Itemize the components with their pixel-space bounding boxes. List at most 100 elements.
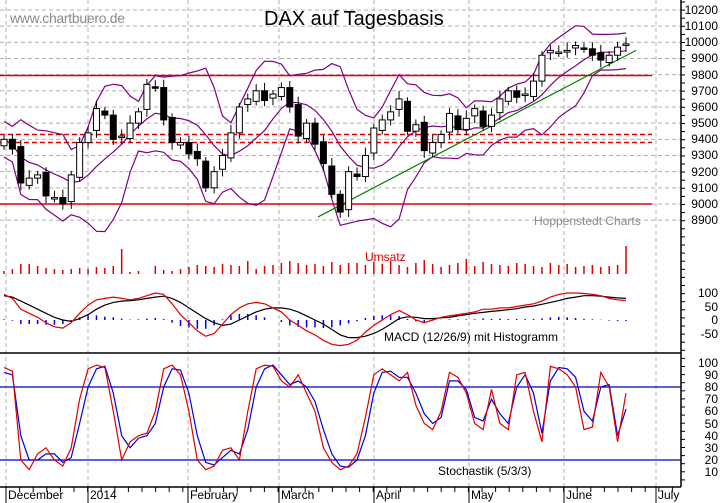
stochastic-tick-label: 40 [704,428,718,443]
bollinger-middle [3,50,627,183]
candle-body [277,87,285,97]
candle-body [496,98,504,114]
candle-body [488,114,496,127]
stochastic-tick-label: 10 [704,465,718,480]
candle-body [42,171,50,197]
candle-body [92,108,100,131]
month-label: February [190,488,239,502]
candle-body [420,121,428,152]
candle-body [168,116,176,144]
candle-body [378,119,386,131]
candle-body [160,87,168,121]
macd-line [3,292,627,347]
candle-body [328,165,336,195]
candle-body [454,115,462,131]
macd-tick-label: 100 [697,286,718,300]
candle-body [395,98,403,110]
bollinger-upper [3,25,627,151]
candle-body [126,122,134,140]
candle-body [588,48,596,56]
candle-body [479,110,487,127]
bollinger-lower [3,68,627,233]
candle-body [0,138,8,147]
candle-body [403,100,411,132]
candle-body [252,90,260,102]
price-tick-label: 9000 [691,197,718,211]
month-label: May [471,488,494,502]
stochastic-k-line [3,364,627,471]
price-tick-label: 9700 [691,83,718,98]
candle-body [294,104,302,137]
stochastic-tick-label: 20 [704,453,718,467]
candle-body [227,132,235,159]
candle-body [303,122,311,140]
volume-label: Umsatz [365,250,406,264]
candle-body [580,47,588,50]
price-tick-label: 9200 [691,164,718,179]
watermark: www.chartbuero.de [10,10,125,26]
price-tick-label: 9500 [691,116,718,131]
candle-body [17,146,25,184]
candle-body [261,90,269,102]
stochastic-tick-label: 30 [704,440,718,455]
candle-body [210,171,218,189]
candle-body [513,90,521,98]
candle-body [235,106,243,134]
candle-body [59,197,67,205]
candle-body [286,87,294,108]
candle-body [538,54,546,82]
candle-body [546,49,554,54]
candle-body [412,124,420,132]
month-label: 2014 [90,488,117,502]
price-tick-label: 8900 [691,213,718,228]
candle-body [151,86,159,89]
candle-body [34,174,42,179]
trendline [317,49,637,218]
candle-body [521,93,529,97]
candle-body [614,46,622,56]
candle-body [76,142,84,178]
month-label: June [566,488,593,502]
month-label: July [658,488,680,502]
price-tick-label: 10200 [684,2,718,17]
price-tick-label: 9600 [691,99,718,114]
stochastic-label: Stochastik (5/3/3) [438,464,532,478]
candle-body [336,193,344,213]
price-tick-label: 9400 [691,132,718,147]
macd-signal-line [3,295,627,339]
candle-body [101,110,109,116]
candle-body [244,98,252,106]
candle-body [67,174,75,203]
candle-body [219,154,227,170]
month-label: April [376,488,401,502]
candle-body [471,108,479,117]
candle-body [25,177,33,186]
price-tick-label: 10100 [684,19,718,34]
candle-body [109,114,117,140]
macd-tick-label: -50 [700,326,718,341]
month-label: December [8,488,64,502]
candle-body [118,135,126,139]
candle-body [202,160,210,189]
candle-body [50,197,58,200]
candle-body [193,150,201,160]
stochastic-tick-label: 80 [704,380,718,394]
candle-body [134,111,142,124]
candle-body [597,52,605,61]
candle-body [185,142,193,155]
macd-tick-label: 50 [704,299,718,314]
candle-body [530,80,538,97]
candle-body [572,45,580,49]
candle-body [462,117,470,131]
candle-body [429,142,437,154]
price-tick-label: 9100 [691,180,718,195]
stochastic-tick-label: 50 [704,416,718,431]
candle-body [269,93,277,99]
candle-body [177,142,185,146]
candle-body [319,141,327,165]
macd-label: MACD (12/26/9) mit Histogramm [384,330,559,344]
candle-body [353,173,361,178]
candle-body [437,133,445,144]
price-tick-label: 9900 [691,51,718,66]
